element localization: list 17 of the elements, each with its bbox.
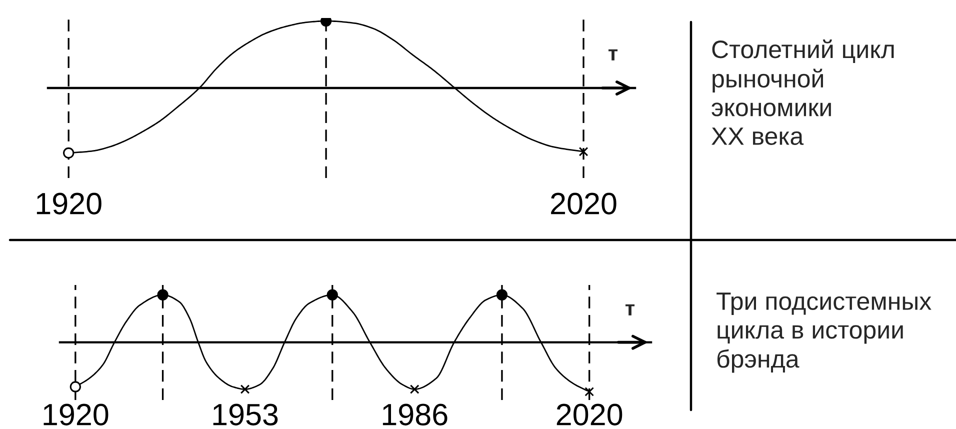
x-tick-label: 2020 — [556, 404, 622, 426]
point — [70, 381, 81, 392]
x-axis-title: т — [625, 304, 635, 316]
x-tick-label: 1953 — [213, 404, 278, 426]
text: Три подсистемных цикла в истории брэнда — [716, 292, 932, 373]
point — [326, 289, 338, 300]
point — [157, 289, 168, 300]
text: Столетний цикл рыночной экономики XX века — [712, 39, 894, 146]
x-tick-label: 1986 — [382, 404, 448, 426]
point — [240, 384, 250, 394]
point — [410, 384, 420, 394]
x-tick-label: 1920 — [44, 404, 108, 426]
x-tick-label: 2020 — [551, 192, 616, 214]
x-axis-title: т — [608, 49, 618, 60]
x-tick-label: 1920 — [36, 192, 102, 214]
point — [584, 387, 594, 396]
point — [496, 289, 508, 300]
